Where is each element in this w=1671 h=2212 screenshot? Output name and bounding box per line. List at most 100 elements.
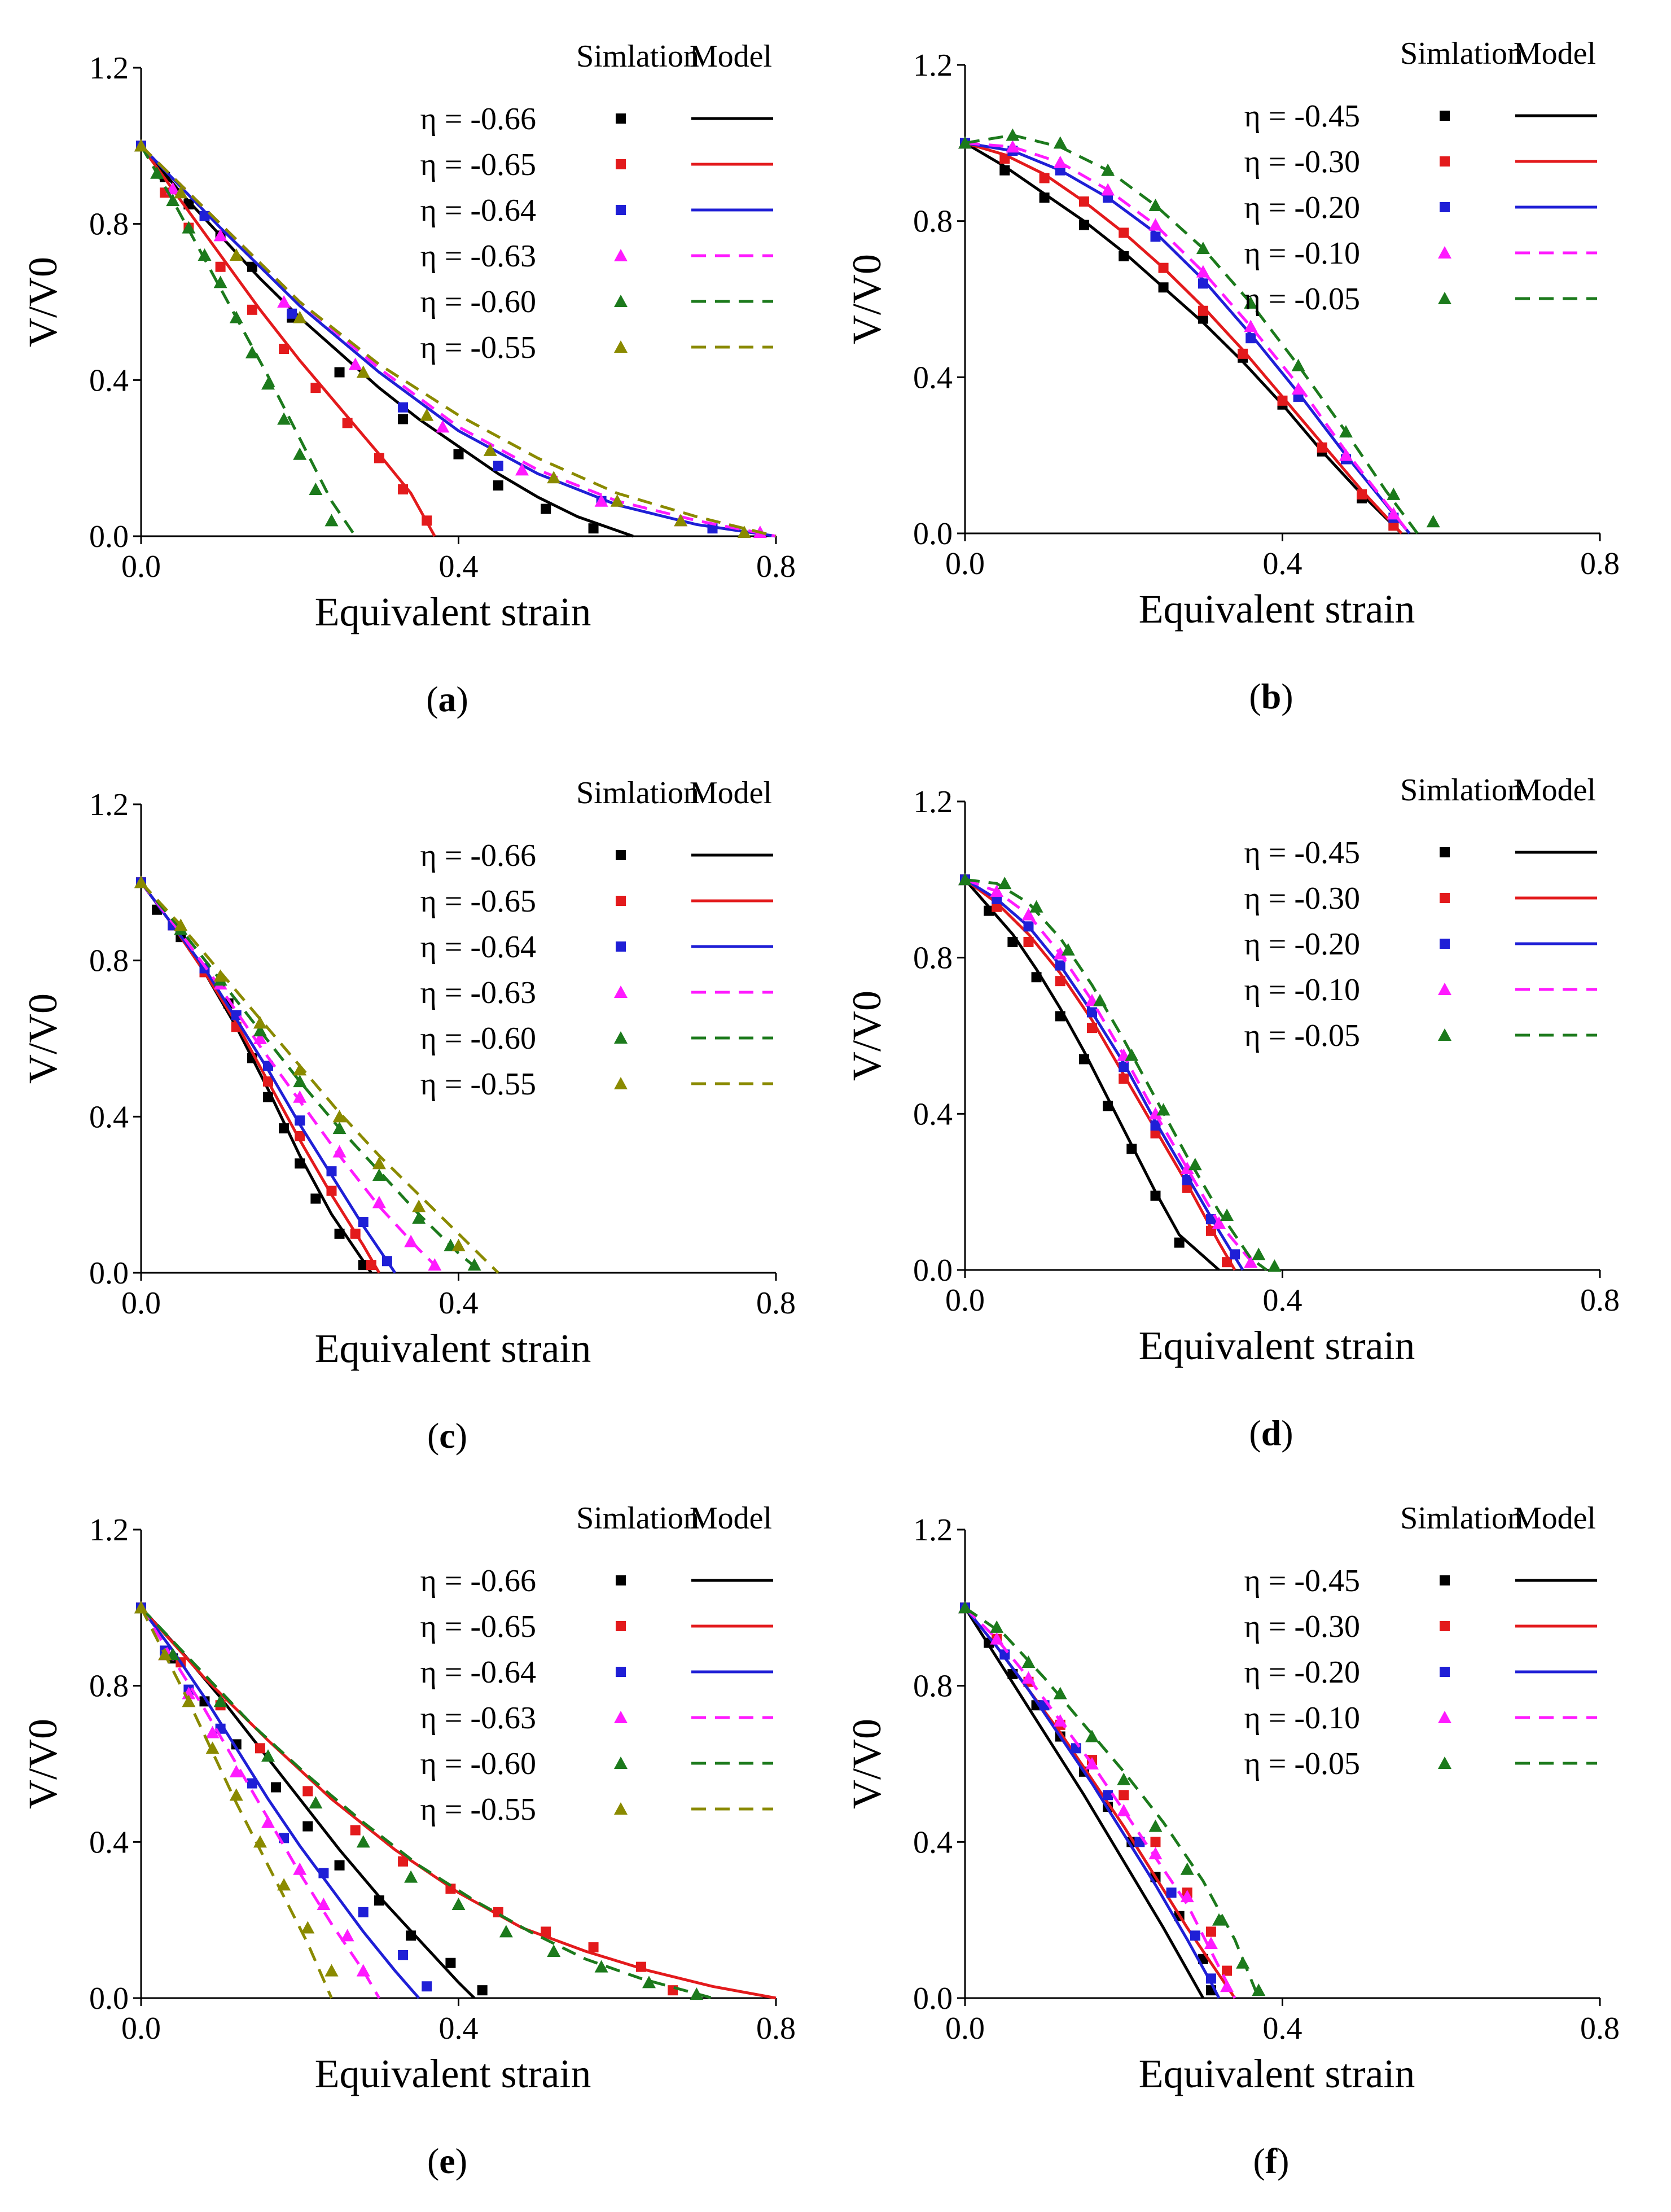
legend-marker: [616, 205, 626, 215]
legend-entry-label: η = -0.20: [1244, 1655, 1360, 1690]
x-tick-label: 0.8: [1580, 546, 1620, 581]
model-line: [964, 878, 1267, 1272]
legend-header-model: Model: [1514, 773, 1596, 808]
legend-entry-label: η = -0.20: [1244, 927, 1360, 962]
sim-point: [1148, 1847, 1163, 1860]
sim-point: [1031, 972, 1042, 983]
sim-point: [412, 1199, 426, 1212]
sim-point: [451, 1238, 466, 1251]
legend-header-simulation: Simlation: [1400, 773, 1523, 808]
chart-panel-b: 0.0 0.4 0.8 1.2 0.0 0.4 0.8 Equivalent strain V/…: [844, 36, 1620, 716]
sim-point: [1277, 395, 1288, 406]
sim-point: [1053, 136, 1067, 149]
model-line: [140, 144, 777, 538]
sim-point: [1204, 1937, 1218, 1950]
y-tick-label: 0.8: [89, 1669, 129, 1704]
chart-panel-e: 0.0 0.4 0.8 1.2 0.0 0.4 0.8 Equivalent strain V/…: [20, 1501, 796, 2181]
y-tick-label: 0.8: [89, 207, 129, 242]
sim-point: [1021, 908, 1036, 921]
sim-point: [398, 1856, 409, 1867]
legend-entry-label: η = -0.66: [420, 102, 536, 137]
x-axis-label: Equivalent strain: [315, 589, 591, 634]
chart-panel-a: 0.0 0.4 0.8 1.2 0.0 0.4 0.8 Equivalent strain V/…: [20, 39, 796, 719]
sim-point: [594, 494, 608, 507]
sim-point: [309, 1796, 323, 1809]
sim-point: [1039, 173, 1050, 183]
sim-point: [158, 1648, 172, 1661]
sim-point: [372, 1168, 386, 1181]
model-line: [140, 144, 634, 538]
sim-point: [1055, 960, 1065, 971]
sim-point: [310, 383, 321, 393]
sim-point: [293, 1090, 307, 1103]
sim-point: [293, 310, 307, 323]
sim-point: [277, 412, 291, 425]
sim-point: [374, 1895, 384, 1906]
legend-entry-label: η = -0.30: [1244, 144, 1360, 179]
sim-point: [358, 1217, 369, 1228]
legend-marker: [1438, 1711, 1451, 1723]
sim-point: [340, 1929, 354, 1942]
x-tick-label: 0.4: [439, 1286, 479, 1321]
sim-point: [174, 918, 188, 931]
sim-point: [999, 165, 1010, 176]
sim-point: [253, 1032, 267, 1044]
x-tick-label: 0.0: [121, 1286, 161, 1321]
legend-marker: [616, 896, 626, 906]
model-line: [964, 878, 1236, 1271]
sim-point: [261, 1749, 275, 1762]
sim-point: [372, 1195, 386, 1208]
sim-point: [350, 1228, 361, 1239]
sim-point: [1117, 1804, 1131, 1816]
legend-marker: [616, 113, 626, 124]
sim-point: [493, 480, 503, 491]
sim-point: [1119, 1074, 1129, 1084]
sim-point: [213, 229, 227, 242]
sim-point: [356, 365, 370, 378]
sim-point: [984, 905, 994, 916]
sim-point: [477, 1985, 488, 1996]
sim-point: [1021, 1671, 1036, 1684]
sim-point: [483, 443, 497, 456]
sim-point: [1244, 296, 1258, 309]
sim-point: [467, 1258, 481, 1271]
sim-point: [174, 186, 188, 199]
y-axis-label: V/V0: [20, 993, 65, 1084]
y-tick-label: 1.2: [913, 785, 953, 820]
sim-point: [287, 308, 297, 319]
sim-point: [1101, 163, 1115, 176]
legend-marker: [614, 1077, 628, 1089]
y-tick-label: 0.0: [89, 1981, 129, 2016]
sim-point: [1148, 1107, 1163, 1120]
sim-point: [1055, 1011, 1065, 1022]
sim-point: [1244, 1255, 1258, 1268]
legend-marker: [616, 850, 626, 860]
legend-entry-label: η = -0.60: [420, 1021, 536, 1056]
legend-entry-label: η = -0.55: [420, 330, 536, 365]
sim-point: [1087, 1023, 1097, 1033]
legend-entry-label: η = -0.45: [1244, 835, 1360, 870]
sim-point: [1252, 1247, 1266, 1260]
y-axis-label: V/V0: [20, 1719, 65, 1809]
y-tick-label: 0.4: [913, 1825, 953, 1860]
legend-marker: [614, 1757, 628, 1769]
panel-caption: (a): [426, 679, 468, 719]
model-line: [139, 144, 436, 537]
sim-point: [263, 1076, 273, 1087]
sim-point: [422, 1981, 432, 1992]
sim-point: [1387, 507, 1401, 520]
sim-point: [707, 523, 718, 534]
model-line: [964, 1606, 1221, 1999]
legend-marker: [1438, 1028, 1451, 1041]
legend-marker: [614, 249, 628, 261]
sim-point: [302, 1786, 313, 1797]
sim-point: [134, 875, 148, 888]
legend-marker: [1440, 939, 1450, 949]
sim-point: [1117, 1772, 1131, 1785]
sim-point: [1205, 1214, 1216, 1225]
sim-point: [737, 525, 751, 538]
chart-panel-d: 0.0 0.4 0.8 1.2 0.0 0.4 0.8 Equivalent strain V/…: [844, 773, 1620, 1453]
sim-point: [366, 1260, 376, 1271]
sim-point: [279, 1123, 290, 1134]
